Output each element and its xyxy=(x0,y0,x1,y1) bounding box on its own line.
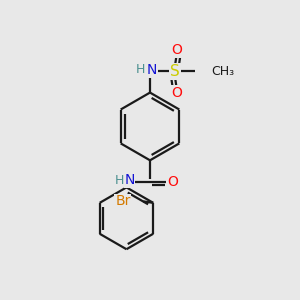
Text: N: N xyxy=(124,173,135,187)
Text: H: H xyxy=(115,173,124,187)
Text: O: O xyxy=(171,43,182,57)
Text: N: N xyxy=(146,63,157,77)
Text: O: O xyxy=(167,175,178,188)
Text: S: S xyxy=(170,64,180,79)
Text: O: O xyxy=(171,85,182,100)
Text: CH₃: CH₃ xyxy=(211,65,234,78)
Text: H: H xyxy=(136,63,145,76)
Text: Br: Br xyxy=(115,194,130,208)
